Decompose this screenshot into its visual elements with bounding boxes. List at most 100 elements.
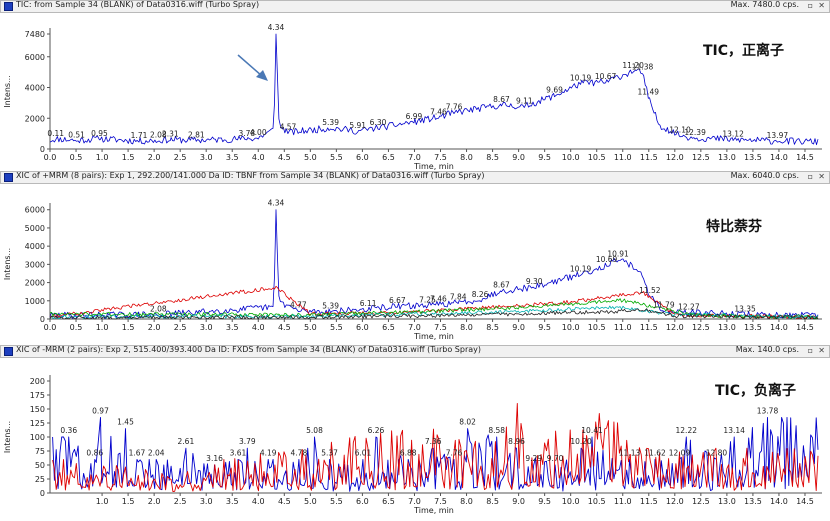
x-tick-label: 1.0 bbox=[96, 323, 109, 332]
y-tick-label: 3000 bbox=[25, 260, 45, 269]
peak-label: 13.78 bbox=[757, 406, 779, 415]
x-tick-label: 10.5 bbox=[588, 323, 606, 332]
chart-svg: 0 1000 2000 3000 4000 5000 6000 Intens... 0.0 0.5… bbox=[3, 199, 822, 341]
x-tick-label: 9.5 bbox=[538, 153, 551, 162]
x-tick-label: 11.0 bbox=[614, 497, 632, 506]
y-tick-label: 0 bbox=[40, 489, 45, 498]
close-icon[interactable]: ✕ bbox=[818, 172, 825, 181]
peak-label: 10.19 bbox=[570, 73, 592, 82]
peak-label: 9.70 bbox=[547, 454, 564, 463]
x-tick-label: 10.0 bbox=[562, 497, 580, 506]
x-tick-label: 4.0 bbox=[252, 323, 265, 332]
x-tick-label: 0.5 bbox=[70, 323, 83, 332]
close-icon[interactable]: ✕ bbox=[818, 346, 825, 355]
x-tick-label: 6.5 bbox=[382, 153, 395, 162]
pointer-arrow-head bbox=[256, 70, 268, 81]
panel-select-checkbox[interactable] bbox=[4, 173, 13, 182]
peak-label: 10.69 bbox=[596, 255, 618, 264]
x-tick-label: 4.0 bbox=[252, 153, 265, 162]
chart-annotation: TIC，负离子 bbox=[715, 383, 797, 399]
x-tick-label: 5.0 bbox=[304, 323, 317, 332]
x-tick-label: 14.0 bbox=[770, 497, 788, 506]
peak-label: 12.22 bbox=[676, 426, 698, 435]
peak-label: 10.67 bbox=[595, 72, 617, 81]
x-axis-label: Time, min bbox=[413, 162, 454, 170]
x-tick-label: 3.5 bbox=[226, 497, 239, 506]
panel-title-bar: XIC of -MRM (2 pairs): Exp 2, 515.400/39… bbox=[0, 345, 830, 358]
series-line bbox=[52, 402, 819, 492]
y-tick-label: 100 bbox=[30, 433, 45, 442]
panel-select-checkbox[interactable] bbox=[4, 2, 13, 11]
x-tick-label: 7.5 bbox=[434, 153, 447, 162]
peak-label: 8.02 bbox=[459, 418, 476, 427]
x-tick-label: 0.0 bbox=[44, 323, 57, 332]
x-tick-label: 1.5 bbox=[122, 153, 135, 162]
peak-label: 13.14 bbox=[723, 426, 745, 435]
peak-label: 7.25 bbox=[419, 295, 436, 304]
chart-svg: 0 25 50 75 100 125 150 175 200 Intens... 1.0 1.5 2.0… bbox=[3, 375, 822, 515]
peak-label: 7.84 bbox=[450, 293, 467, 302]
x-tick-label: 5.5 bbox=[330, 497, 343, 506]
pointer-arrow-line bbox=[237, 54, 263, 77]
x-tick-label: 13.5 bbox=[744, 153, 762, 162]
peak-label: 8.67 bbox=[493, 281, 510, 290]
y-axis-label: Intens... bbox=[3, 421, 12, 453]
x-tick-label: 10.0 bbox=[562, 323, 580, 332]
chart-panel-1: TIC: from Sample 34 (BLANK) of Data0316.… bbox=[0, 0, 830, 170]
peak-label: 4.57 bbox=[280, 123, 297, 132]
peak-label: 0.86 bbox=[86, 448, 103, 457]
peak-label: 11.52 bbox=[639, 286, 661, 295]
minimize-icon[interactable]: ▫ bbox=[807, 172, 813, 181]
x-tick-label: 8.5 bbox=[486, 153, 499, 162]
peak-label: 4.19 bbox=[260, 448, 277, 457]
peak-label: 2.08 bbox=[150, 130, 167, 139]
peak-label: 8.67 bbox=[493, 95, 510, 104]
peak-label: 3.78 bbox=[238, 129, 255, 138]
close-icon[interactable]: ✕ bbox=[818, 1, 825, 10]
x-tick-label: 12.5 bbox=[692, 323, 710, 332]
peak-label: 0.36 bbox=[60, 426, 77, 435]
peak-label: 1.67 bbox=[129, 448, 146, 457]
peak-label: 1.71 bbox=[131, 131, 148, 140]
minimize-icon[interactable]: ▫ bbox=[807, 346, 813, 355]
panel-title-bar: XIC of +MRM (8 pairs): Exp 1, 292.200/14… bbox=[0, 171, 830, 184]
x-tick-label: 8.0 bbox=[460, 497, 473, 506]
y-tick-label: 6000 bbox=[25, 206, 45, 215]
y-tick-label: 0 bbox=[40, 315, 45, 324]
x-tick-label: 9.5 bbox=[538, 497, 551, 506]
peak-label: 9.69 bbox=[546, 86, 563, 95]
x-tick-label: 12.0 bbox=[666, 323, 684, 332]
peak-label: 5.91 bbox=[349, 121, 366, 130]
peak-label: 6.26 bbox=[368, 426, 385, 435]
chart-panel-3: XIC of -MRM (2 pairs): Exp 2, 515.400/39… bbox=[0, 345, 830, 521]
peak-label: 10.41 bbox=[581, 426, 603, 435]
peak-label: 13.97 bbox=[767, 131, 789, 140]
x-tick-label: 9.0 bbox=[512, 323, 525, 332]
x-tick-label: 1.0 bbox=[96, 153, 109, 162]
x-tick-label: 9.5 bbox=[538, 323, 551, 332]
minimize-icon[interactable]: ▫ bbox=[807, 1, 813, 10]
x-tick-label: 0.0 bbox=[44, 153, 57, 162]
y-tick-label: 200 bbox=[30, 377, 45, 386]
x-tick-label: 13.0 bbox=[718, 153, 736, 162]
peak-label: 6.11 bbox=[360, 299, 377, 308]
x-tick-label: 2.5 bbox=[174, 497, 187, 506]
peak-label: 12.80 bbox=[706, 448, 728, 457]
y-tick-label: 5000 bbox=[25, 224, 45, 233]
peak-label: 4.78 bbox=[291, 448, 308, 457]
x-axis-label: Time, min bbox=[413, 506, 454, 515]
peak-label: 2.04 bbox=[148, 448, 165, 457]
x-tick-label: 11.0 bbox=[614, 153, 632, 162]
peak-label: 11.38 bbox=[632, 63, 654, 72]
peak-label: 3.79 bbox=[239, 437, 256, 446]
y-tick-label: 7480 bbox=[25, 30, 45, 39]
x-tick-label: 10.5 bbox=[588, 497, 606, 506]
peak-label: 5.08 bbox=[306, 426, 323, 435]
x-tick-label: 12.0 bbox=[666, 497, 684, 506]
x-tick-label: 8.5 bbox=[486, 497, 499, 506]
peak-label: 1.45 bbox=[117, 418, 134, 427]
max-intensity-label: Max. 140.0 cps. bbox=[735, 345, 799, 354]
panel-select-checkbox[interactable] bbox=[4, 347, 13, 356]
x-tick-label: 8.5 bbox=[486, 323, 499, 332]
chart-panel-2: XIC of +MRM (8 pairs): Exp 1, 292.200/14… bbox=[0, 171, 830, 344]
